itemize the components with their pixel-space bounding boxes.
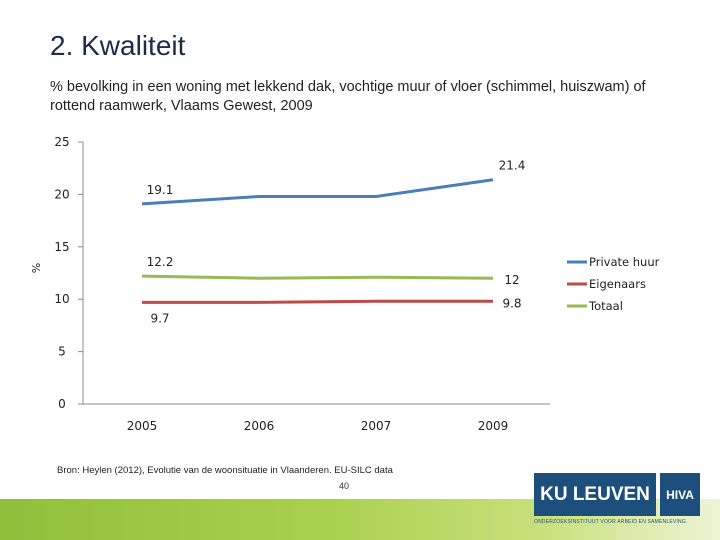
x-tick-label: 2006 — [244, 419, 275, 433]
hiva-wordmark: HIVA — [660, 473, 700, 516]
ku-leuven-wordmark: KU LEUVEN — [534, 473, 656, 516]
y-tick-labels: 0 5 10 15 20 25 — [54, 135, 69, 411]
series-line-totaal — [141, 274, 494, 280]
data-labels: 19.1 21.4 12.2 12 9.7 9.8 — [147, 159, 526, 326]
line-chart: 0 5 10 15 20 25 2005 2006 2007 2009 19.1 21.4 12.2… — [30, 135, 660, 433]
data-label: 9.8 — [502, 296, 521, 310]
slide-title: 2. Kwaliteit — [50, 30, 186, 61]
source-note: Bron: Heylen (2012), Evolutie van de woo… — [57, 465, 393, 476]
chart-axes — [78, 141, 550, 405]
chart-legend: Private huur Eigenaars Totaal — [567, 255, 660, 313]
y-tick-label: 20 — [54, 187, 69, 201]
series-line-eigenaars — [142, 299, 493, 304]
page-number: 40 — [339, 481, 350, 491]
logo-caption: ONDERZOEKSINSTITUUT VOOR ARBEID EN SAMEN… — [534, 519, 686, 525]
x-tick-labels: 2005 2006 2007 2009 — [127, 419, 509, 433]
data-label: 21.4 — [499, 159, 526, 173]
data-label: 19.1 — [147, 183, 174, 197]
legend-label: Private huur — [589, 255, 660, 269]
x-tick-label: 2005 — [127, 419, 158, 433]
y-axis-label: % — [30, 263, 43, 273]
y-tick-label: 5 — [58, 345, 66, 359]
series-line-private-huur — [141, 178, 494, 206]
data-label: 12 — [504, 273, 519, 287]
y-tick-label: 15 — [54, 240, 69, 254]
y-tick-label: 25 — [54, 135, 69, 149]
y-tick-label: 0 — [58, 397, 66, 411]
series-lines — [141, 178, 494, 304]
data-label: 9.7 — [150, 311, 169, 325]
data-label: 12.2 — [147, 255, 174, 269]
chart-subtitle: % bevolking in een woning met lekkend da… — [50, 79, 646, 114]
x-tick-label: 2009 — [478, 419, 509, 433]
y-tick-label: 10 — [54, 292, 69, 306]
legend-label: Eigenaars — [589, 277, 646, 291]
x-tick-label: 2007 — [361, 419, 392, 433]
legend-label: Totaal — [588, 299, 623, 313]
